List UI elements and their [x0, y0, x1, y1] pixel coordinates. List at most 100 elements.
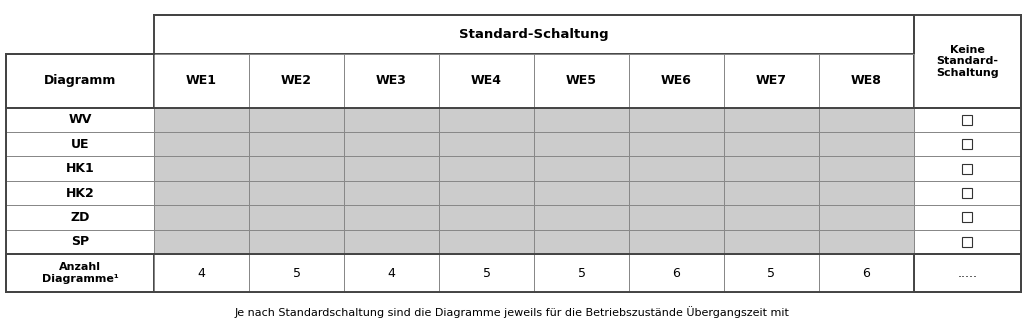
Text: WE3: WE3 — [376, 74, 407, 87]
Bar — [963, 213, 973, 222]
Bar — [249, 205, 344, 230]
Bar — [724, 132, 819, 156]
Bar — [154, 205, 249, 230]
Bar — [819, 254, 913, 292]
Bar — [724, 254, 819, 292]
Bar — [724, 132, 819, 156]
Bar — [439, 54, 535, 108]
Bar — [344, 156, 439, 181]
Text: 5: 5 — [767, 267, 775, 280]
Bar — [724, 205, 819, 230]
Bar — [629, 156, 724, 181]
Bar — [439, 205, 535, 230]
Bar — [963, 237, 973, 247]
Bar — [819, 156, 913, 181]
Bar — [154, 156, 249, 181]
Bar — [6, 181, 154, 205]
Bar — [535, 181, 629, 205]
Bar — [819, 230, 913, 254]
Bar — [535, 132, 629, 156]
Bar — [249, 132, 344, 156]
Bar — [6, 54, 154, 108]
Text: 4: 4 — [198, 267, 206, 280]
Bar — [963, 164, 973, 174]
Bar — [913, 108, 1021, 132]
Bar — [439, 132, 535, 156]
Bar — [6, 132, 154, 156]
Bar — [724, 108, 819, 132]
Bar — [439, 181, 535, 205]
Text: SP: SP — [71, 235, 89, 248]
Bar — [913, 15, 1021, 108]
Bar — [913, 205, 1021, 230]
Bar — [535, 230, 629, 254]
Bar — [913, 108, 1021, 132]
Text: Standard-Schaltung: Standard-Schaltung — [459, 28, 609, 41]
Bar — [535, 54, 629, 108]
Bar — [629, 132, 724, 156]
Bar — [535, 54, 629, 108]
Bar — [154, 54, 249, 108]
Text: Keine
Standard-
Schaltung: Keine Standard- Schaltung — [936, 45, 998, 78]
Bar — [629, 205, 724, 230]
Bar — [439, 254, 535, 292]
Bar — [819, 108, 913, 132]
Bar — [6, 156, 154, 181]
Bar — [629, 108, 724, 132]
Bar — [819, 156, 913, 181]
Bar — [6, 108, 154, 132]
Bar — [154, 254, 249, 292]
Bar — [913, 230, 1021, 254]
Bar — [724, 54, 819, 108]
Bar — [724, 230, 819, 254]
Bar — [6, 254, 154, 292]
Bar — [154, 132, 249, 156]
Bar — [154, 230, 249, 254]
Bar — [249, 181, 344, 205]
Bar — [249, 108, 344, 132]
Text: WE8: WE8 — [851, 74, 882, 87]
Bar — [629, 156, 724, 181]
Text: 5: 5 — [482, 267, 490, 280]
Bar — [6, 181, 154, 205]
Bar — [344, 108, 439, 132]
Bar — [629, 181, 724, 205]
Text: UE: UE — [71, 138, 89, 151]
Bar — [913, 205, 1021, 230]
Bar — [439, 254, 535, 292]
Text: 4: 4 — [388, 267, 395, 280]
Bar — [6, 230, 154, 254]
Bar — [913, 132, 1021, 156]
Bar — [913, 132, 1021, 156]
Text: 5: 5 — [578, 267, 586, 280]
Bar — [439, 205, 535, 230]
Bar — [819, 230, 913, 254]
Bar — [6, 205, 154, 230]
Bar — [344, 156, 439, 181]
Bar — [913, 156, 1021, 181]
Bar — [629, 205, 724, 230]
Bar — [344, 108, 439, 132]
Bar — [344, 54, 439, 108]
Bar — [154, 108, 249, 132]
Bar — [963, 188, 973, 198]
Bar — [154, 181, 249, 205]
Text: WE4: WE4 — [471, 74, 502, 87]
Bar — [724, 156, 819, 181]
Bar — [629, 132, 724, 156]
Bar — [819, 54, 913, 108]
Bar — [6, 156, 154, 181]
Bar — [535, 205, 629, 230]
Bar — [629, 54, 724, 108]
Bar — [249, 230, 344, 254]
Bar — [819, 254, 913, 292]
Bar — [535, 156, 629, 181]
Bar — [724, 230, 819, 254]
Bar — [439, 108, 535, 132]
Bar — [629, 254, 724, 292]
Bar — [154, 54, 249, 108]
Bar — [249, 132, 344, 156]
Bar — [6, 54, 154, 108]
Bar — [249, 254, 344, 292]
Bar — [6, 205, 154, 230]
